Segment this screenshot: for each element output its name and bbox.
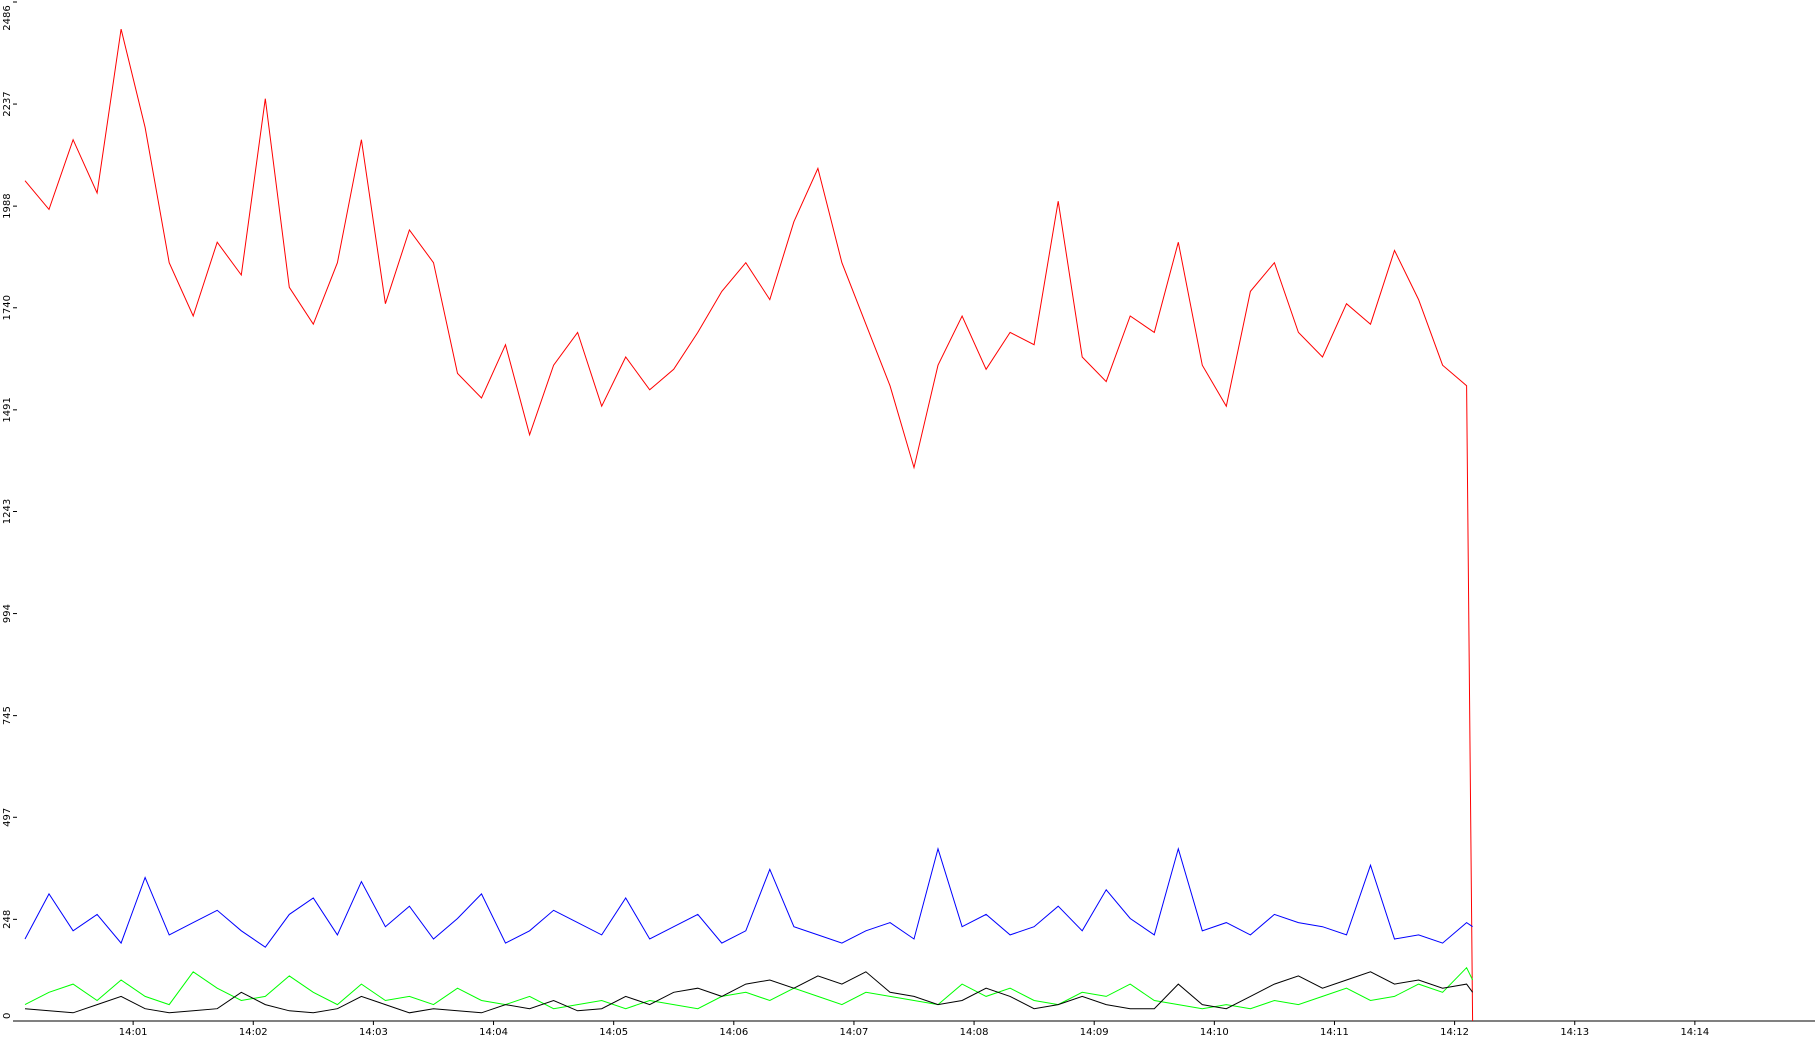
y-tick-label: 1491: [2, 397, 13, 422]
x-tick-label: 14:05: [599, 1027, 628, 1038]
x-tick-label: 14:11: [1320, 1027, 1349, 1038]
x-tick-label: 14:02: [239, 1027, 268, 1038]
y-tick-label: 2486: [2, 5, 13, 30]
series-line: [24, 966, 1474, 1010]
x-tick-label: 14:10: [1200, 1027, 1229, 1038]
y-tick-label: 1740: [2, 295, 13, 320]
series-line: [24, 971, 1474, 1014]
y-tick-label: 497: [2, 808, 13, 827]
x-tick-label: 14:01: [119, 1027, 148, 1038]
x-tick-label: 14:08: [960, 1027, 989, 1038]
y-tick-label: 994: [2, 604, 13, 623]
series-line: [24, 846, 1473, 948]
y-tick-label: 2237: [2, 91, 13, 116]
x-tick-label: 14:09: [1080, 1027, 1109, 1038]
x-tick-label: 14:12: [1440, 1027, 1469, 1038]
x-tick-label: 14:03: [359, 1027, 388, 1038]
x-tick-label: 14:04: [479, 1027, 508, 1038]
y-tick-label: 1243: [2, 499, 13, 524]
x-tick-label: 14:13: [1560, 1027, 1589, 1038]
x-tick-label: 14:14: [1680, 1027, 1709, 1038]
x-tick-label: 14:07: [840, 1027, 869, 1038]
series-line: [24, 28, 1474, 1022]
x-tick-label: 14:06: [719, 1027, 748, 1038]
y-tick-label: 248: [2, 910, 13, 929]
y-tick-label: 745: [2, 706, 13, 725]
y-tick-label: 0: [2, 1013, 13, 1019]
y-tick-label: 1988: [2, 193, 13, 218]
